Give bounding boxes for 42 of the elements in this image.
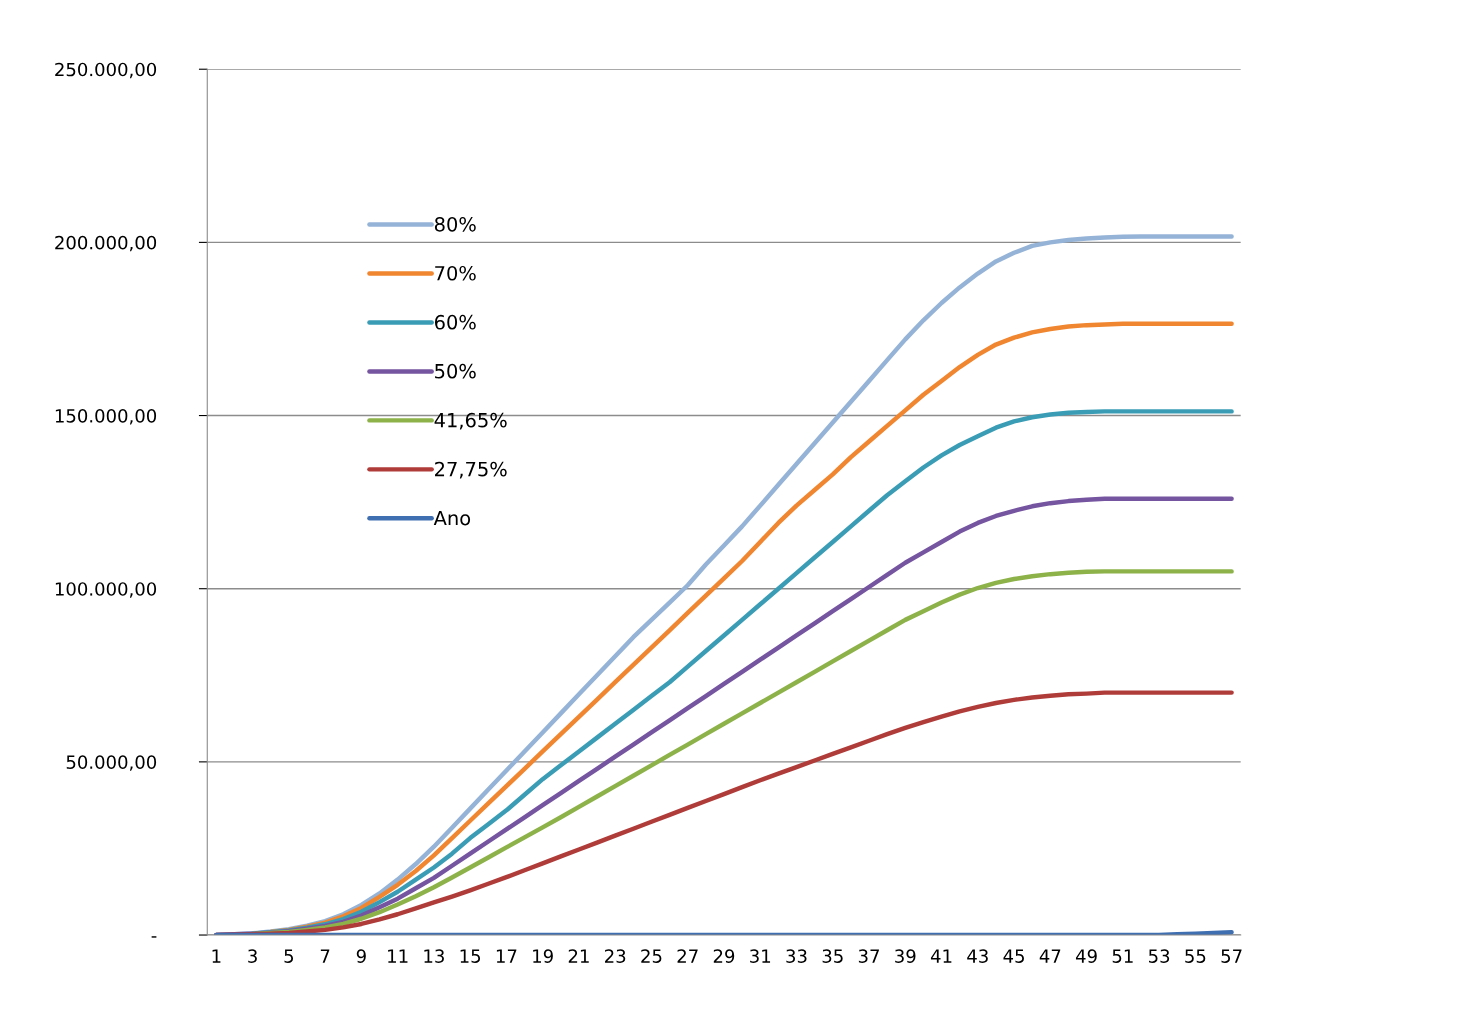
x-tick-label: 25 xyxy=(641,949,662,963)
x-tick-label: 3 xyxy=(248,949,257,963)
x-tick-label: 27 xyxy=(677,949,698,963)
x-tick-label: 21 xyxy=(568,949,589,963)
x-tick-label: 1 xyxy=(212,949,221,963)
x-tick-label: 37 xyxy=(858,949,879,963)
legend-label: 41,65% xyxy=(434,412,507,430)
x-tick-label: 15 xyxy=(460,949,481,963)
x-tick-label: 35 xyxy=(822,949,843,963)
x-tick-label: 41 xyxy=(930,949,952,963)
x-tick-label: 55 xyxy=(1185,949,1206,963)
x-tick-label: 29 xyxy=(713,949,735,963)
legend-label: 80% xyxy=(434,216,476,232)
x-tick-label: 17 xyxy=(496,949,517,963)
x-tick-label: 23 xyxy=(605,949,626,963)
y-tick-label: 100.000,00 xyxy=(55,582,157,598)
x-tick-label: 39 xyxy=(895,949,916,963)
x-tick-label: 9 xyxy=(356,949,366,963)
x-tick-label: 49 xyxy=(1075,949,1097,963)
x-tick-label: 19 xyxy=(533,949,553,963)
legend-label: 60% xyxy=(434,314,476,330)
x-tick-label: 33 xyxy=(786,949,807,963)
x-tick-label: 31 xyxy=(750,949,771,963)
x-tick-label: 51 xyxy=(1112,949,1133,963)
x-tick-label: 47 xyxy=(1039,949,1061,963)
y-tick-label: 50.000,00 xyxy=(66,755,157,771)
y-tick-label: 200.000,00 xyxy=(55,235,157,252)
x-tick-label: 13 xyxy=(424,949,444,963)
y-tick-label: - xyxy=(151,936,157,938)
legend-label: Ano xyxy=(433,510,471,526)
x-tick-label: 7 xyxy=(320,949,330,963)
x-tick-label: 5 xyxy=(284,949,294,963)
x-tick-label: 53 xyxy=(1149,949,1170,963)
x-tick-label: 45 xyxy=(1003,949,1024,963)
legend-label: 70% xyxy=(435,265,476,281)
x-tick-label: 43 xyxy=(967,949,988,963)
legend-label: 50% xyxy=(435,363,476,379)
legend-label: 27,75% xyxy=(435,461,507,479)
x-tick-label: 11 xyxy=(388,949,408,963)
y-tick-label: 150.000,00 xyxy=(55,409,157,425)
x-tick-label: 57 xyxy=(1221,949,1242,963)
y-tick-label: 250.000,00 xyxy=(55,62,157,79)
